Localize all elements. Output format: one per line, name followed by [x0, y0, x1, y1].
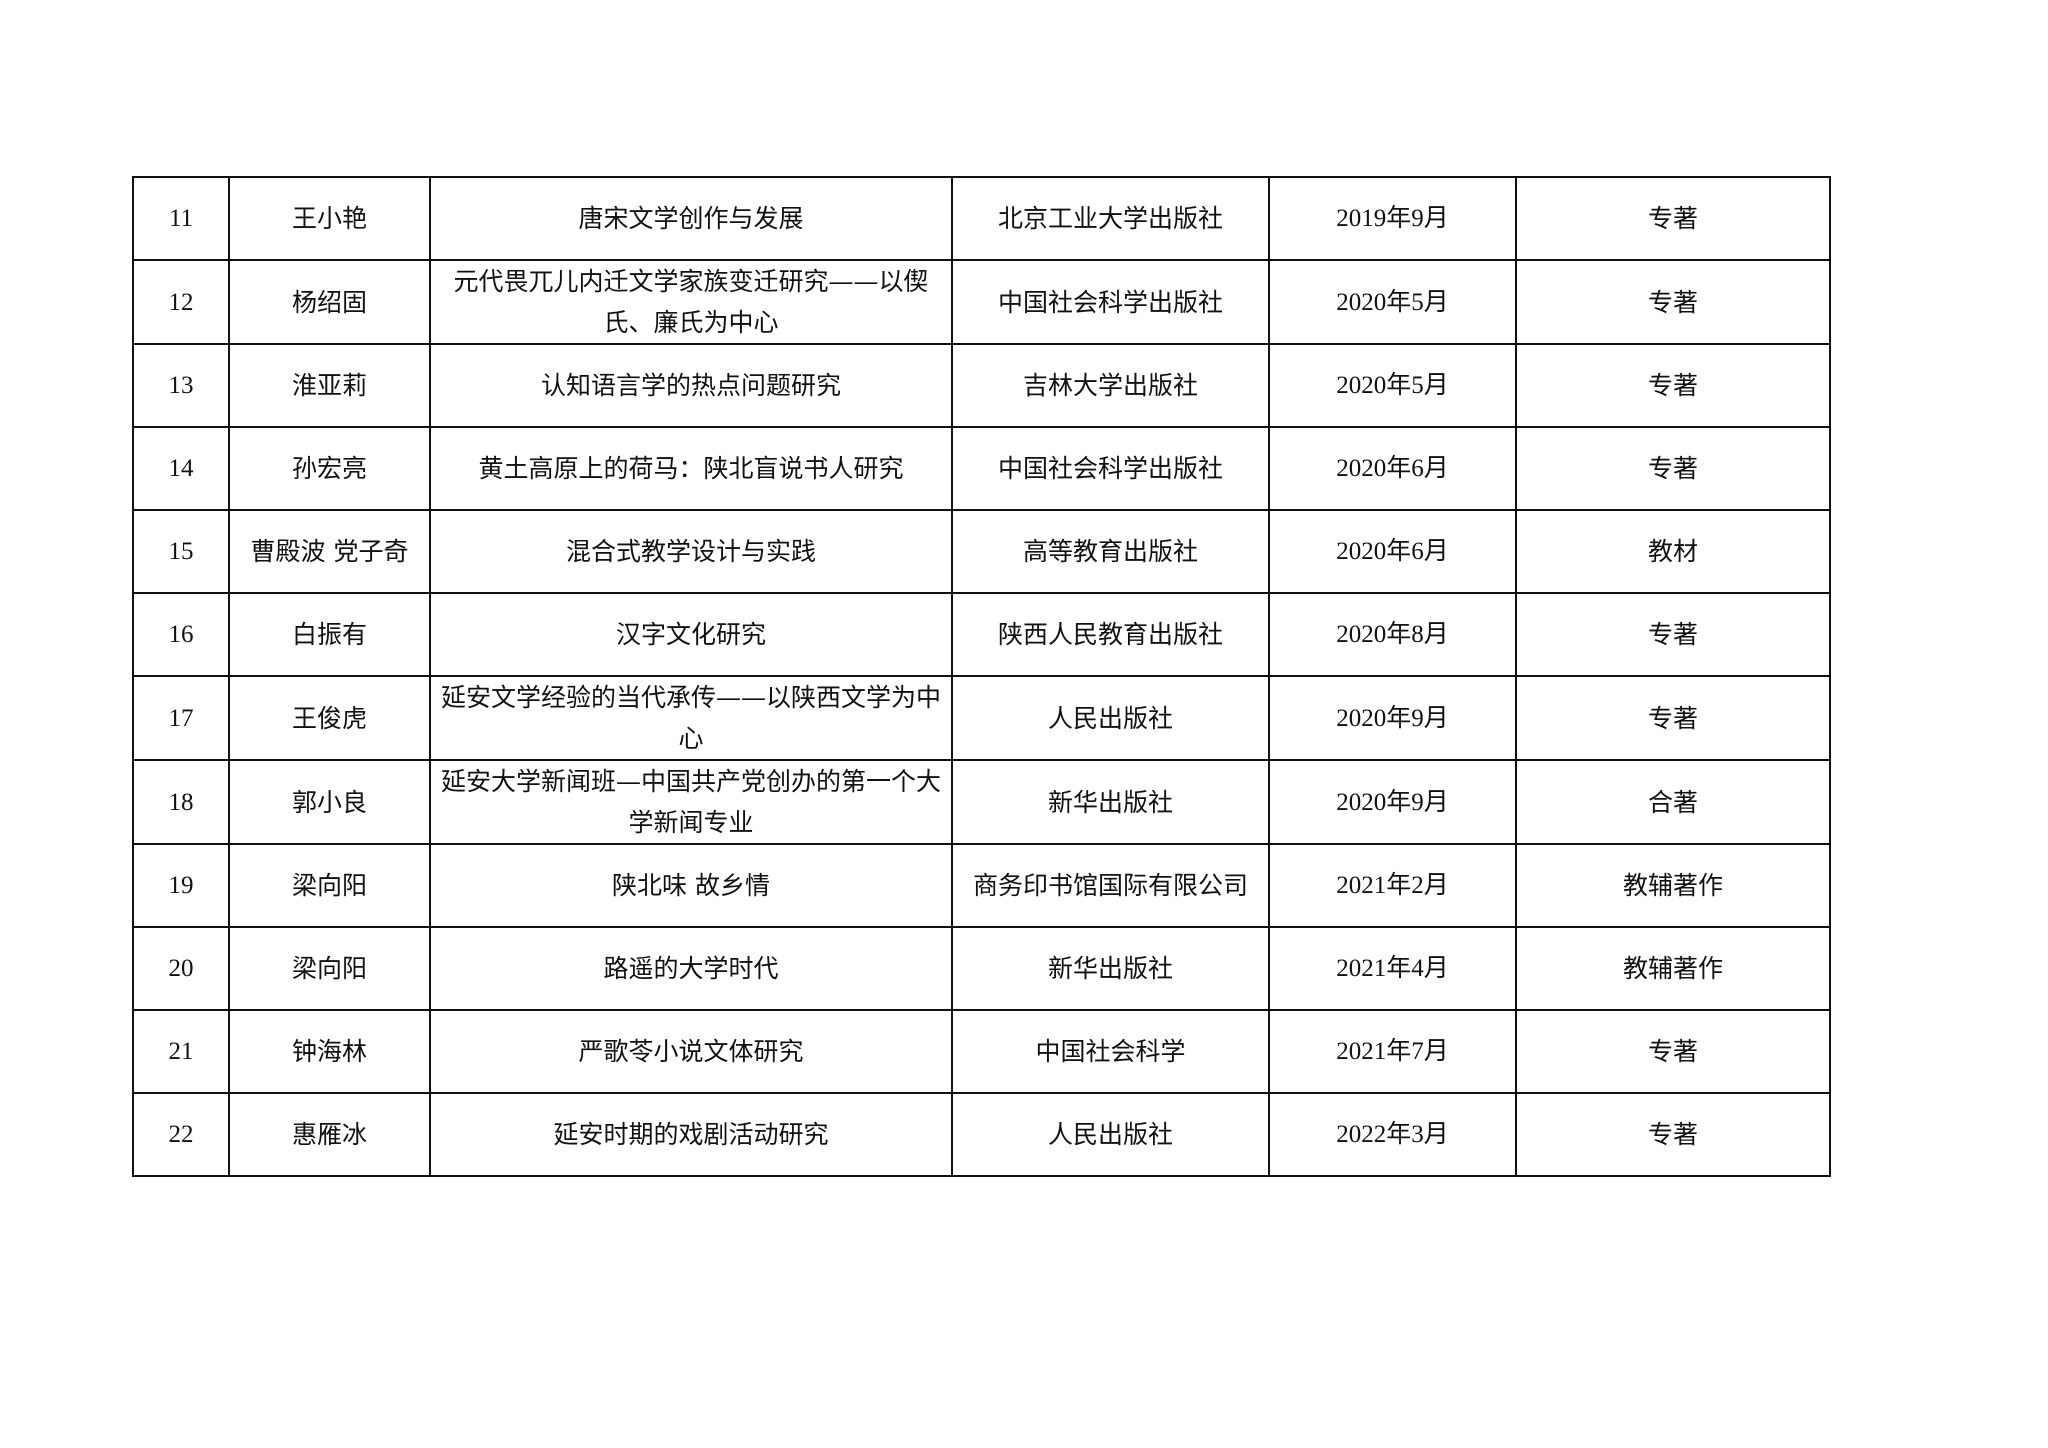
publisher-cell: 人民出版社: [951, 675, 1270, 761]
type-cell: 专著: [1515, 176, 1831, 261]
author-cell: 梁向阳: [228, 926, 431, 1011]
author-cell: 梁向阳: [228, 843, 431, 928]
row-number: 16: [132, 592, 230, 677]
type-cell: 专著: [1515, 1092, 1831, 1177]
row-number: 12: [132, 259, 230, 345]
table-row: 14 孙宏亮 黄土高原上的荷马：陕北盲说书人研究 中国社会科学出版社 2020年6月 专著: [132, 426, 1831, 511]
publisher-cell: 北京工业大学出版社: [951, 176, 1270, 261]
author-cell: 王小艳: [228, 176, 431, 261]
author-cell: 曹殿波 党子奇: [228, 509, 431, 594]
date-cell: 2020年5月: [1268, 343, 1517, 428]
table-row: 20 梁向阳 路遥的大学时代 新华出版社 2021年4月 教辅著作: [132, 926, 1831, 1011]
title-cell: 严歌苓小说文体研究: [429, 1009, 953, 1094]
table-row: 12 杨绍固 元代畏兀儿内迁文学家族变迁研究——以偰氏、廉氏为中心 中国社会科学出版社…: [132, 259, 1831, 345]
title-cell: 延安文学经验的当代承传——以陕西文学为中心: [429, 675, 953, 761]
table-row: 16 白振有 汉字文化研究 陕西人民教育出版社 2020年8月 专著: [132, 592, 1831, 677]
row-number: 20: [132, 926, 230, 1011]
publisher-cell: 商务印书馆国际有限公司: [951, 843, 1270, 928]
type-cell: 专著: [1515, 343, 1831, 428]
type-cell: 专著: [1515, 1009, 1831, 1094]
title-cell: 延安时期的戏剧活动研究: [429, 1092, 953, 1177]
type-cell: 专著: [1515, 259, 1831, 345]
table-row: 11 王小艳 唐宋文学创作与发展 北京工业大学出版社 2019年9月 专著: [132, 176, 1831, 261]
row-number: 19: [132, 843, 230, 928]
row-number: 15: [132, 509, 230, 594]
date-cell: 2019年9月: [1268, 176, 1517, 261]
publisher-cell: 中国社会科学出版社: [951, 426, 1270, 511]
date-cell: 2020年5月: [1268, 259, 1517, 345]
author-cell: 惠雁冰: [228, 1092, 431, 1177]
type-cell: 教辅著作: [1515, 843, 1831, 928]
title-cell: 认知语言学的热点问题研究: [429, 343, 953, 428]
publisher-cell: 陕西人民教育出版社: [951, 592, 1270, 677]
type-cell: 专著: [1515, 592, 1831, 677]
row-number: 21: [132, 1009, 230, 1094]
publisher-cell: 人民出版社: [951, 1092, 1270, 1177]
publisher-cell: 高等教育出版社: [951, 509, 1270, 594]
table-row: 15 曹殿波 党子奇 混合式教学设计与实践 高等教育出版社 2020年6月 教材: [132, 509, 1831, 594]
author-cell: 孙宏亮: [228, 426, 431, 511]
publisher-cell: 中国社会科学: [951, 1009, 1270, 1094]
table-row: 13 淮亚莉 认知语言学的热点问题研究 吉林大学出版社 2020年5月 专著: [132, 343, 1831, 428]
table-row: 17 王俊虎 延安文学经验的当代承传——以陕西文学为中心 人民出版社 2020年9月 专著: [132, 675, 1831, 761]
date-cell: 2021年4月: [1268, 926, 1517, 1011]
date-cell: 2021年2月: [1268, 843, 1517, 928]
title-cell: 路遥的大学时代: [429, 926, 953, 1011]
title-cell: 陕北味 故乡情: [429, 843, 953, 928]
type-cell: 教辅著作: [1515, 926, 1831, 1011]
row-number: 22: [132, 1092, 230, 1177]
row-number: 14: [132, 426, 230, 511]
title-cell: 延安大学新闻班—中国共产党创办的第一个大学新闻专业: [429, 759, 953, 845]
type-cell: 教材: [1515, 509, 1831, 594]
date-cell: 2020年9月: [1268, 675, 1517, 761]
row-number: 11: [132, 176, 230, 261]
row-number: 18: [132, 759, 230, 845]
publisher-cell: 中国社会科学出版社: [951, 259, 1270, 345]
author-cell: 王俊虎: [228, 675, 431, 761]
type-cell: 专著: [1515, 675, 1831, 761]
publications-table: 11 王小艳 唐宋文学创作与发展 北京工业大学出版社 2019年9月 专著 12 杨绍固 元代畏…: [132, 176, 1831, 1177]
type-cell: 专著: [1515, 426, 1831, 511]
publisher-cell: 吉林大学出版社: [951, 343, 1270, 428]
author-cell: 淮亚莉: [228, 343, 431, 428]
row-number: 17: [132, 675, 230, 761]
title-cell: 元代畏兀儿内迁文学家族变迁研究——以偰氏、廉氏为中心: [429, 259, 953, 345]
title-cell: 汉字文化研究: [429, 592, 953, 677]
author-cell: 白振有: [228, 592, 431, 677]
author-cell: 杨绍固: [228, 259, 431, 345]
author-cell: 郭小良: [228, 759, 431, 845]
author-cell: 钟海林: [228, 1009, 431, 1094]
date-cell: 2020年6月: [1268, 426, 1517, 511]
date-cell: 2020年9月: [1268, 759, 1517, 845]
type-cell: 合著: [1515, 759, 1831, 845]
row-number: 13: [132, 343, 230, 428]
title-cell: 黄土高原上的荷马：陕北盲说书人研究: [429, 426, 953, 511]
table-row: 18 郭小良 延安大学新闻班—中国共产党创办的第一个大学新闻专业 新华出版社 2020年…: [132, 759, 1831, 845]
publisher-cell: 新华出版社: [951, 759, 1270, 845]
date-cell: 2020年8月: [1268, 592, 1517, 677]
date-cell: 2022年3月: [1268, 1092, 1517, 1177]
title-cell: 唐宋文学创作与发展: [429, 176, 953, 261]
table-row: 21 钟海林 严歌苓小说文体研究 中国社会科学 2021年7月 专著: [132, 1009, 1831, 1094]
table-row: 22 惠雁冰 延安时期的戏剧活动研究 人民出版社 2022年3月 专著: [132, 1092, 1831, 1177]
title-cell: 混合式教学设计与实践: [429, 509, 953, 594]
date-cell: 2021年7月: [1268, 1009, 1517, 1094]
publisher-cell: 新华出版社: [951, 926, 1270, 1011]
date-cell: 2020年6月: [1268, 509, 1517, 594]
table-row: 19 梁向阳 陕北味 故乡情 商务印书馆国际有限公司 2021年2月 教辅著作: [132, 843, 1831, 928]
